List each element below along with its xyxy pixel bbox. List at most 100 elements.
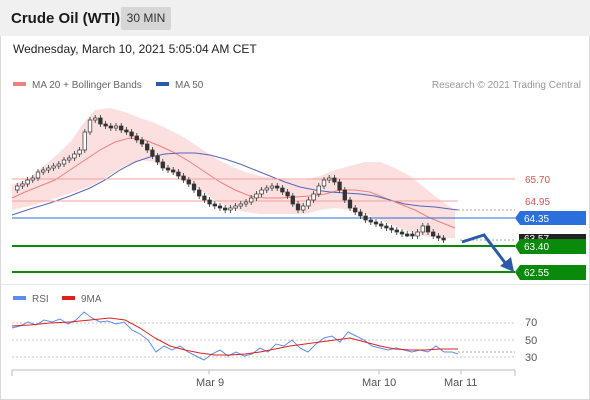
candle-body (129, 131, 134, 137)
rsi-tick-70: 70 (525, 317, 537, 329)
candle-body (124, 129, 129, 133)
ma50-swatch (156, 82, 169, 87)
candlesticks (15, 115, 446, 243)
level-label-pivot: 64.35 (524, 214, 549, 225)
x-label-mar9: Mar 9 (196, 377, 224, 389)
candle-body (41, 169, 46, 173)
candle-body (249, 197, 254, 203)
candle-body (181, 175, 186, 181)
candle-body (353, 207, 358, 213)
candle-body (410, 233, 415, 237)
candle-body (212, 203, 217, 207)
candle-body (87, 119, 93, 133)
candle-body (238, 203, 243, 207)
legend-ma50: MA 50 (156, 80, 203, 91)
candle-body (399, 231, 405, 235)
candle-body (332, 177, 337, 183)
price-tag-s1: 63.40 (515, 239, 586, 254)
rsi-label: RSI (32, 294, 49, 305)
candle-body (327, 177, 332, 181)
candle-body (368, 219, 373, 223)
candle-body (103, 123, 108, 127)
candle-body (108, 125, 113, 129)
candle-body (394, 229, 399, 233)
candle-body (72, 153, 77, 159)
candle-body (223, 207, 228, 211)
candle-body (379, 223, 384, 227)
candle-body (259, 189, 264, 195)
chart-header: Crude Oil (WTI) 30 MIN (0, 0, 590, 36)
candle-body (425, 225, 431, 233)
candle-body (373, 221, 379, 225)
candle-body (134, 135, 139, 141)
rsi-ma-line (11, 317, 458, 356)
candle-body (311, 193, 316, 201)
candle-body (67, 157, 72, 161)
x-label-mar10: Mar 10 (362, 377, 396, 389)
price-tag-pivot: 64.35 (515, 211, 586, 225)
level-label-s2: 62.55 (524, 268, 549, 279)
candle-body (197, 189, 202, 197)
candle-body (176, 171, 181, 177)
bollinger-band (12, 108, 455, 238)
candle-body (150, 149, 155, 157)
candle-body (431, 231, 436, 237)
candle-body (77, 149, 82, 155)
candle-body (301, 205, 306, 211)
candle-body (160, 161, 165, 169)
candle-body (358, 211, 363, 217)
candle-body (337, 181, 342, 191)
price-tag-s2: 62.55 (515, 265, 586, 280)
candle-body (441, 237, 446, 241)
candle-body (25, 179, 30, 185)
x-label-mar11: Mar 11 (444, 377, 477, 389)
forecast-arrow (461, 233, 508, 265)
candle-body (269, 185, 275, 189)
candle-body (15, 185, 20, 191)
legend-rsi: RSI (13, 294, 49, 305)
candle-body (30, 177, 35, 181)
legend-ma20: MA 20 + Bollinger Bands (13, 80, 142, 91)
price-tag-r1: 64.95 (525, 197, 550, 208)
candle-body (217, 205, 223, 209)
candle-body (275, 185, 280, 189)
candle-body (363, 215, 368, 221)
ma20-label: MA 20 + Bollinger Bands (32, 80, 142, 91)
candle-body (384, 225, 389, 229)
legend-rsi-ma: 9MA (62, 294, 102, 305)
rsi-swatch (13, 296, 26, 301)
candle-body (233, 205, 238, 209)
timeframe-button[interactable]: 30 MIN (121, 7, 171, 30)
rsi-tick-30: 30 (525, 352, 537, 364)
candle-body (280, 187, 285, 193)
price-tag-r2: 65.70 (525, 175, 550, 186)
timestamp: Wednesday, March 10, 2021 5:05:04 AM CET (13, 42, 257, 56)
candle-body (202, 195, 207, 201)
instrument-title: Crude Oil (WTI) (11, 10, 121, 27)
candle-body (82, 131, 87, 151)
rsi-ma-swatch (62, 296, 75, 301)
panel-separator (0, 284, 590, 285)
candle-body (290, 195, 295, 205)
candle-body (186, 179, 191, 185)
rsi-tick-50: 50 (525, 335, 537, 347)
forecast-arrowhead (500, 257, 514, 272)
candle-body (191, 183, 197, 191)
candle-body (285, 191, 290, 197)
candle-body (171, 169, 176, 173)
candle-body (342, 189, 347, 201)
candle-body (113, 125, 119, 129)
rsi-ma-label: 9MA (81, 294, 102, 305)
level-label-s1: 63.40 (524, 242, 549, 253)
candle-body (295, 203, 301, 211)
level-label-r1: 64.95 (525, 197, 550, 208)
candle-body (98, 117, 103, 125)
ma50-label: MA 50 (175, 80, 204, 91)
candle-body (93, 117, 98, 121)
candle-body (254, 193, 259, 199)
candle-body (56, 163, 61, 167)
candle-body (405, 233, 410, 237)
candle-body (165, 167, 171, 171)
candle-body (119, 125, 124, 131)
